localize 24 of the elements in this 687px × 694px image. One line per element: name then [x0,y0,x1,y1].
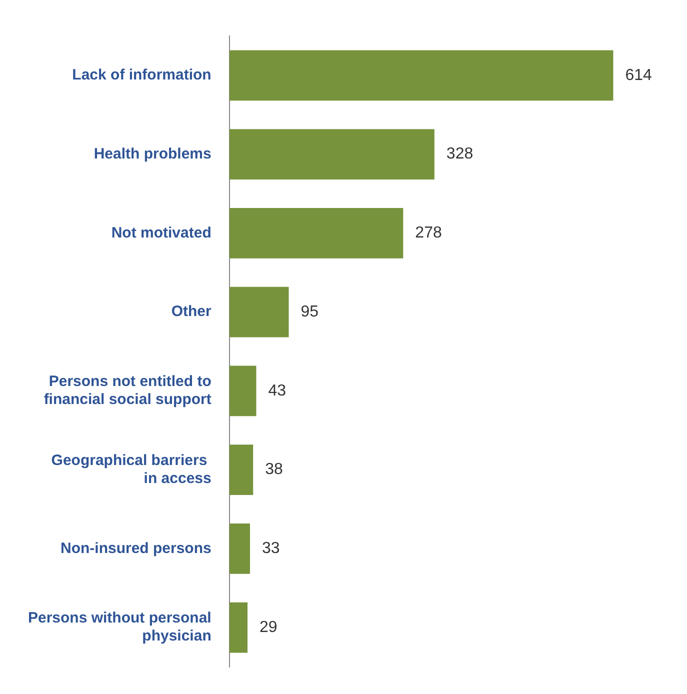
data-label: 328 [446,146,474,163]
bar [229,286,289,338]
data-label: 278 [415,224,442,242]
y-tick-label: Other [171,303,212,320]
data-label: 29 [259,618,278,636]
bar [229,366,256,416]
bar [229,208,404,258]
bar [229,523,250,574]
y-tick-label: Geographical barriers in access [51,452,212,487]
data-label: 43 [268,382,286,400]
y-tick-label: Persons without personal physician [28,610,212,645]
data-label: 33 [262,540,280,558]
y-tick-label: Health problems [94,145,212,162]
bar [229,129,434,180]
bar [229,602,248,653]
data-label: 95 [300,303,319,320]
bar [229,444,254,496]
data-label: 614 [625,66,652,84]
y-tick-label: Not motivated [111,224,212,242]
y-tick-label: Lack of information [72,66,212,84]
y-tick-label: Non-insured persons [60,540,212,557]
y-tick-label: Persons not entitled to financial social support [44,373,212,408]
bar [229,50,614,101]
data-label: 38 [265,461,284,478]
